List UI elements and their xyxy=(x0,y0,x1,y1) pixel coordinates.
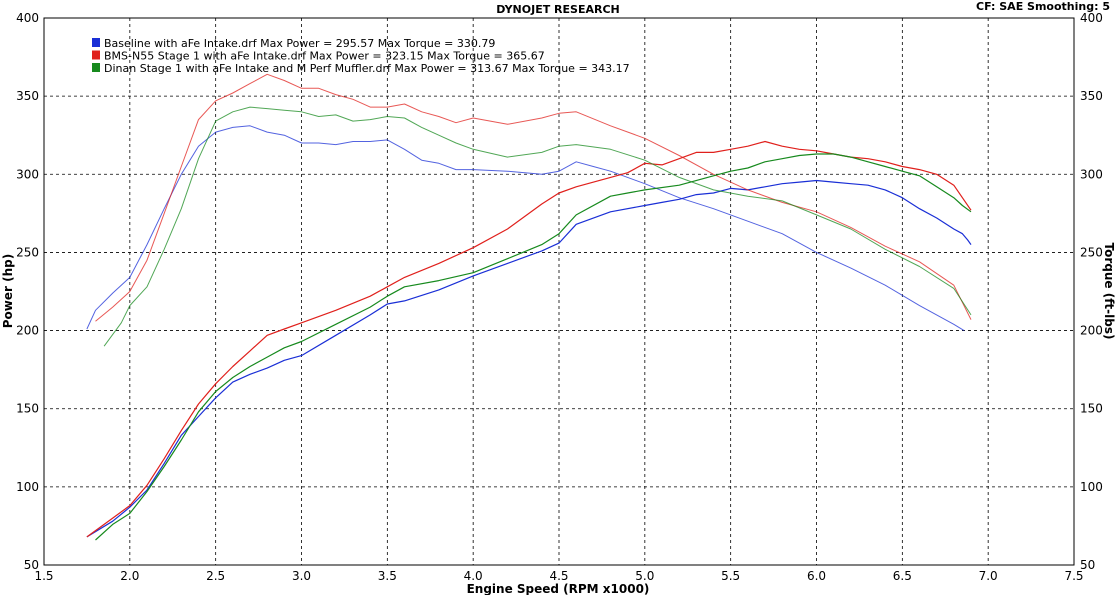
x-tick-label: 6.0 xyxy=(807,569,826,583)
legend-swatch xyxy=(92,38,100,47)
y-tick-label-left: 300 xyxy=(16,167,39,181)
legend: Baseline with aFe Intake.drf Max Power =… xyxy=(92,37,630,75)
power-line xyxy=(95,153,972,541)
x-tick-label: 4.5 xyxy=(549,569,568,583)
y-tick-label-right: 400 xyxy=(1080,11,1103,25)
y-tick-labels-right: 50 100 150 200 250 300 350 400 xyxy=(1080,11,1103,572)
x-tick-label: 4.0 xyxy=(464,569,483,583)
y-tick-label-right: 150 xyxy=(1080,402,1103,416)
chart-title: DYNOJET RESEARCH xyxy=(496,3,619,16)
torque-line xyxy=(86,125,965,332)
grid-lines xyxy=(44,18,1074,565)
header-right-info: CF: SAE Smoothing: 5 xyxy=(976,0,1110,13)
y-tick-label-left: 150 xyxy=(16,402,39,416)
y-tick-label-left: 350 xyxy=(16,89,39,103)
y-tick-label-right: 200 xyxy=(1080,324,1103,338)
x-tick-label: 2.5 xyxy=(206,569,225,583)
y-tick-labels-left: 50 100 150 200 250 300 350 400 xyxy=(16,11,39,572)
x-tick-label: 2.0 xyxy=(120,569,139,583)
y-tick-label-right: 300 xyxy=(1080,167,1103,181)
legend-swatch xyxy=(92,63,100,72)
y-tick-label-left: 400 xyxy=(16,11,39,25)
x-axis-label: Engine Speed (RPM x1000) xyxy=(467,582,650,595)
x-tick-label: 5.5 xyxy=(721,569,740,583)
y-tick-label-left: 100 xyxy=(16,480,39,494)
legend-swatch xyxy=(92,50,100,60)
y-tick-label-left: 250 xyxy=(16,245,39,259)
x-tick-label: 5.0 xyxy=(635,569,654,583)
x-tick-label: 3.0 xyxy=(292,569,311,583)
y-tick-label-right: 350 xyxy=(1080,89,1103,103)
y-tick-label-left: 200 xyxy=(16,324,39,338)
x-tick-label: 1.5 xyxy=(34,569,53,583)
y-tick-label-right: 50 xyxy=(1080,558,1095,572)
x-tick-label: 7.0 xyxy=(979,569,998,583)
x-tick-label: 7.5 xyxy=(1064,569,1083,583)
legend-entry: Dinan Stage 1 with aFe Intake and M Perf… xyxy=(104,62,630,75)
x-tick-label: 6.5 xyxy=(893,569,912,583)
x-tick-labels: 1.5 2.0 2.5 3.0 3.5 4.0 4.5 5.0 5.5 6.0 6.5 7.0 7.5 xyxy=(34,569,1083,583)
series-group xyxy=(86,73,972,541)
y-tick-label-right: 250 xyxy=(1080,245,1103,259)
x-tick-label: 3.5 xyxy=(378,569,397,583)
y-tick-label-right: 100 xyxy=(1080,480,1103,494)
y-tick-label-left: 50 xyxy=(24,558,39,572)
torque-line xyxy=(103,106,972,347)
legend-entry: Baseline with aFe Intake.drf Max Power =… xyxy=(104,37,495,50)
power-line xyxy=(86,140,972,538)
y-axis-label-right: Torque (ft-lbs) xyxy=(1102,243,1116,340)
legend-entry: BMS-N55 Stage 1 with aFe Intake.drf Max … xyxy=(104,50,545,63)
power-line xyxy=(86,179,972,538)
y-axis-label-left: Power (hp) xyxy=(1,254,15,328)
plot-frame xyxy=(43,17,1075,566)
torque-line xyxy=(95,73,972,322)
